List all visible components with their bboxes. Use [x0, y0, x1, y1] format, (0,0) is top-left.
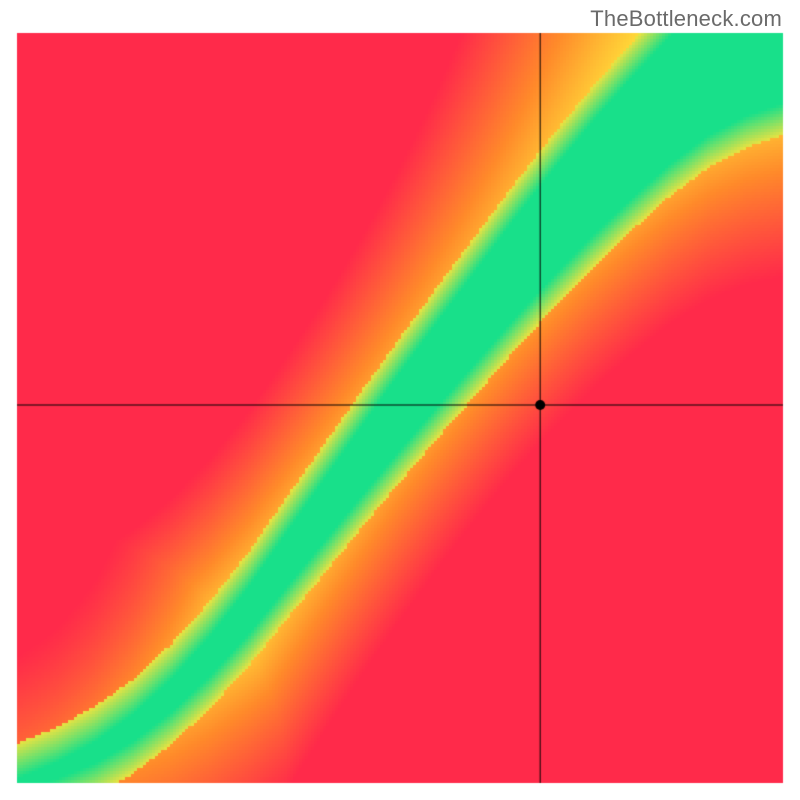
- watermark-text: TheBottleneck.com: [590, 6, 782, 32]
- heatmap-canvas: [0, 0, 800, 800]
- chart-container: TheBottleneck.com: [0, 0, 800, 800]
